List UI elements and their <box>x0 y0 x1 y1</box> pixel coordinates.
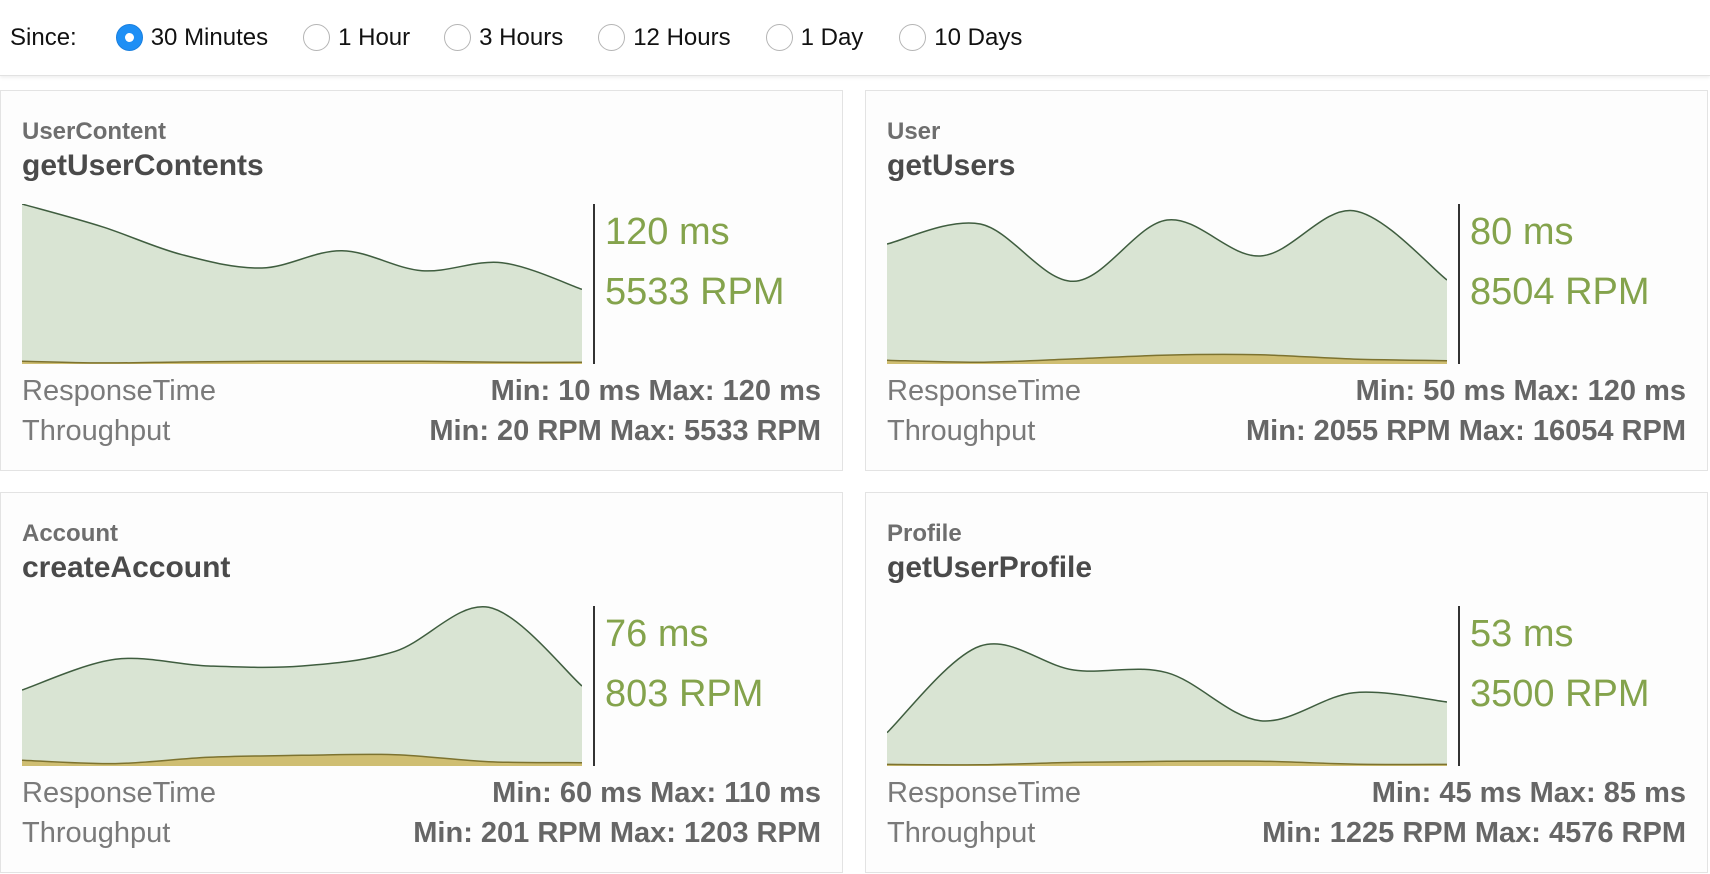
throughput-min-max: Min: 201 RPM Max: 1203 RPM <box>413 817 821 849</box>
response-time-label: ResponseTime <box>887 777 1081 809</box>
since-label: Since: <box>10 23 77 51</box>
since-option-label: 10 Days <box>934 23 1023 51</box>
since-option-3-hours[interactable]: 3 Hours <box>444 24 563 52</box>
throughput-row: Throughput Min: 201 RPM Max: 1203 RPM <box>22 817 821 850</box>
throughput-area <box>887 760 1447 766</box>
throughput-line <box>22 753 582 765</box>
since-option-12-hours[interactable]: 12 Hours <box>598 23 731 52</box>
area-chart <box>887 209 1447 364</box>
radio-button[interactable] <box>899 24 927 51</box>
throughput-min-max: Min: 1225 RPM Max: 4576 RPM <box>1262 817 1686 849</box>
chart-divider <box>1458 204 1460 364</box>
card-method-name: createAccount <box>22 551 231 584</box>
card-category: User <box>887 118 941 145</box>
response-time-label: ResponseTime <box>22 375 216 407</box>
area-chart <box>22 204 582 364</box>
current-response-time: 53 ms <box>1470 613 1574 655</box>
chart-divider <box>1458 606 1460 766</box>
current-response-time: 120 ms <box>605 211 730 253</box>
card-category: Account <box>22 520 118 547</box>
response-time-line <box>22 606 582 691</box>
radio-button[interactable] <box>765 24 793 51</box>
throughput-row: Throughput Min: 2055 RPM Max: 16054 RPM <box>887 415 1686 448</box>
since-bar: Since: 30 Minutes 1 Hour 3 Hours 12 Hour… <box>0 0 1710 76</box>
throughput-label: Throughput <box>22 817 171 849</box>
metric-card-usercontent: UserContent getUserContents 120 ms 5533 … <box>0 90 843 471</box>
response-time-label: ResponseTime <box>887 375 1081 407</box>
current-throughput: 5533 RPM <box>605 271 785 313</box>
card-category: UserContent <box>22 118 167 145</box>
since-option-1-day[interactable]: 1 Day <box>765 23 864 52</box>
card-method-name: getUserContents <box>22 149 264 182</box>
metric-chart <box>887 204 1447 364</box>
throughput-label: Throughput <box>887 817 1036 849</box>
response-time-area <box>22 606 582 766</box>
throughput-row: Throughput Min: 1225 RPM Max: 4576 RPM <box>887 817 1686 850</box>
metric-chart <box>22 204 582 364</box>
response-time-row: ResponseTime Min: 10 ms Max: 120 ms <box>22 375 821 408</box>
throughput-label: Throughput <box>887 415 1036 447</box>
response-time-line <box>22 204 582 291</box>
response-time-min-max: Min: 10 ms Max: 120 ms <box>490 375 821 407</box>
response-time-area <box>887 643 1447 766</box>
since-option-label: 1 Day <box>800 23 864 51</box>
since-option-label: 30 Minutes <box>150 23 269 51</box>
metric-chart <box>22 606 582 766</box>
since-option-10-days[interactable]: 10 Days <box>899 24 1022 52</box>
throughput-line <box>22 360 582 364</box>
since-option-label: 3 Hours <box>479 23 564 51</box>
since-option-30-minutes[interactable]: 30 Minutes <box>115 23 269 52</box>
current-throughput: 3500 RPM <box>1470 673 1650 715</box>
response-time-row: ResponseTime Min: 60 ms Max: 110 ms <box>22 777 821 810</box>
response-time-label: ResponseTime <box>22 777 216 809</box>
response-time-line <box>887 209 1447 283</box>
radio-button[interactable] <box>303 24 331 51</box>
current-throughput: 8504 RPM <box>1470 271 1650 313</box>
since-option-1-hour[interactable]: 1 Hour <box>303 24 410 52</box>
metric-card-account: Account createAccount 76 ms 803 RPM Resp… <box>0 492 843 873</box>
metric-card-profile: Profile getUserProfile 53 ms 3500 RPM Re… <box>865 492 1708 873</box>
radio-button[interactable] <box>598 24 626 51</box>
metric-card-user: User getUsers 80 ms 8504 RPM ResponseTim… <box>865 90 1708 471</box>
throughput-min-max: Min: 2055 RPM Max: 16054 RPM <box>1246 415 1686 447</box>
radio-button[interactable] <box>444 24 472 51</box>
response-time-area <box>22 204 582 364</box>
throughput-area <box>22 754 582 766</box>
since-option-label: 1 Hour <box>338 23 411 51</box>
response-time-min-max: Min: 60 ms Max: 110 ms <box>492 777 821 809</box>
card-category: Profile <box>887 520 962 547</box>
current-throughput: 803 RPM <box>605 673 764 715</box>
area-chart <box>22 606 582 766</box>
metric-chart <box>887 606 1447 766</box>
chart-divider <box>593 606 595 766</box>
radio-button[interactable] <box>115 24 143 51</box>
response-time-area <box>887 210 1447 364</box>
since-option-label: 12 Hours <box>633 23 731 51</box>
response-time-min-max: Min: 45 ms Max: 85 ms <box>1371 777 1686 809</box>
current-response-time: 80 ms <box>1470 211 1574 253</box>
response-time-min-max: Min: 50 ms Max: 120 ms <box>1355 375 1686 407</box>
card-method-name: getUsers <box>887 149 1016 182</box>
throughput-row: Throughput Min: 20 RPM Max: 5533 RPM <box>22 415 821 448</box>
throughput-line <box>887 353 1447 364</box>
throughput-min-max: Min: 20 RPM Max: 5533 RPM <box>429 415 821 447</box>
response-time-line <box>887 643 1447 734</box>
card-method-name: getUserProfile <box>887 551 1093 584</box>
response-time-row: ResponseTime Min: 50 ms Max: 120 ms <box>887 375 1686 408</box>
throughput-line <box>887 760 1447 766</box>
response-time-row: ResponseTime Min: 45 ms Max: 85 ms <box>887 777 1686 810</box>
chart-divider <box>593 204 595 364</box>
throughput-label: Throughput <box>22 415 171 447</box>
current-response-time: 76 ms <box>605 613 709 655</box>
area-chart <box>887 643 1447 766</box>
